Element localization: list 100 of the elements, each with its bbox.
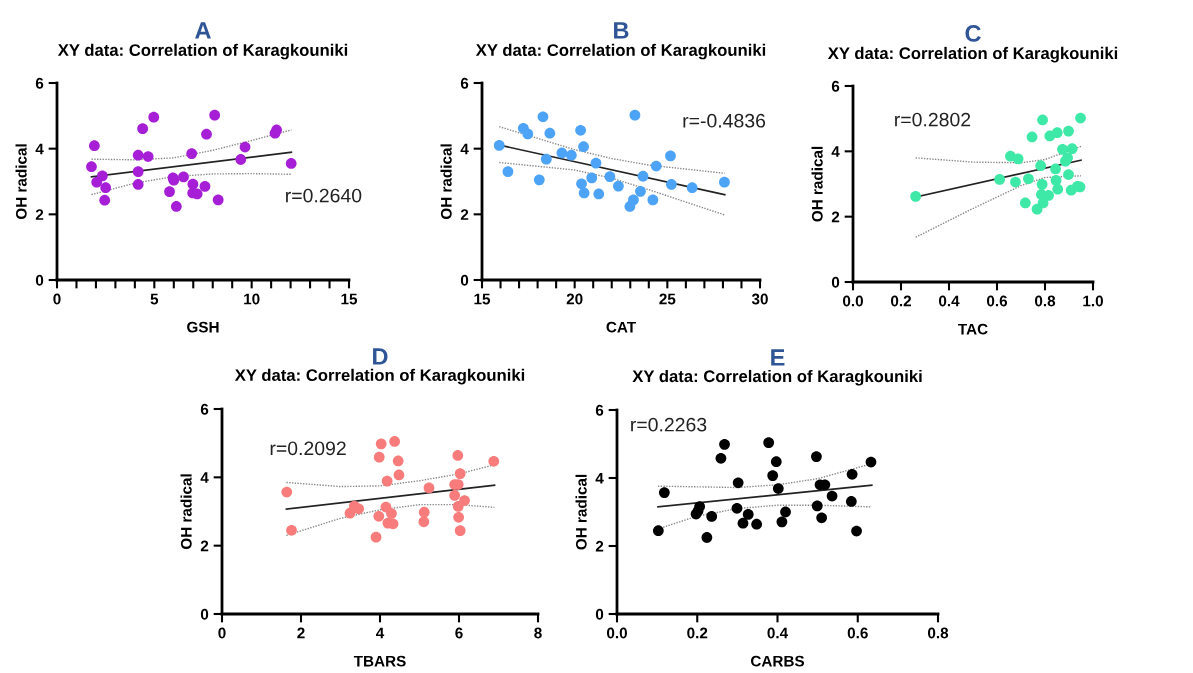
point — [732, 477, 744, 489]
chart-title: E — [771, 349, 785, 366]
point — [665, 150, 676, 162]
point — [199, 181, 211, 192]
point — [178, 171, 189, 183]
point — [647, 194, 659, 206]
point — [502, 166, 514, 178]
point — [449, 490, 461, 501]
point — [1023, 173, 1034, 185]
point — [132, 179, 144, 190]
x-tick-label: 0.6 — [986, 295, 1008, 307]
point — [629, 109, 641, 121]
point — [132, 166, 144, 178]
point — [1063, 169, 1074, 180]
y-tick-label: 0 — [831, 276, 840, 288]
point — [488, 455, 500, 467]
point — [666, 179, 677, 190]
point — [537, 111, 549, 123]
point — [1010, 176, 1021, 188]
x-tick-label: 0.4 — [938, 295, 960, 307]
y-axis-title: OH radical — [15, 144, 27, 220]
point — [373, 451, 385, 463]
x-tick-label: 0.2 — [687, 627, 708, 639]
point — [772, 483, 784, 494]
point — [845, 496, 857, 507]
x-tick-label: 15 — [474, 293, 491, 305]
y-tick-label: 2 — [35, 209, 44, 220]
annotation: r=-0.4836 — [683, 113, 766, 128]
point — [770, 456, 782, 468]
point — [281, 486, 293, 498]
point — [635, 185, 646, 197]
point — [235, 154, 247, 165]
point — [453, 511, 464, 523]
point — [370, 531, 382, 543]
point — [170, 201, 182, 212]
x-tick-label: 0.2 — [890, 295, 912, 307]
point — [576, 178, 587, 190]
point — [392, 455, 404, 467]
point — [742, 509, 754, 520]
x-tick-label: 0 — [53, 293, 61, 305]
y-tick-label: 4 — [35, 143, 44, 155]
point — [701, 532, 713, 543]
point — [164, 186, 175, 198]
point — [586, 172, 598, 184]
annotation: r=0.2640 — [286, 188, 362, 203]
point — [637, 170, 649, 182]
x-tick-label: 0.0 — [842, 295, 863, 307]
x-tick-label: 0 — [218, 627, 226, 639]
y-tick-label: 6 — [35, 77, 44, 89]
point — [373, 510, 385, 522]
point — [994, 174, 1006, 185]
y-tick-label: 4 — [460, 143, 469, 155]
point — [86, 161, 97, 173]
point — [96, 170, 108, 182]
y-tick-label: 0 — [200, 608, 209, 620]
y-tick-label: 6 — [831, 80, 840, 92]
x-tick-label: 8 — [534, 627, 542, 639]
point — [418, 506, 430, 518]
point — [454, 525, 466, 537]
point — [148, 111, 160, 123]
point — [1012, 153, 1024, 165]
y-axis-title: OH radical — [811, 146, 823, 222]
point — [910, 191, 922, 202]
point — [452, 450, 464, 461]
point — [201, 128, 212, 140]
y-tick-label: 0 — [595, 608, 604, 620]
point — [286, 524, 297, 536]
x-tick-label: 25 — [659, 293, 676, 305]
point — [719, 176, 730, 188]
point — [604, 171, 616, 182]
point — [851, 525, 862, 537]
point — [186, 148, 198, 159]
point — [386, 508, 397, 519]
annotation: r=0.2263 — [631, 417, 707, 432]
x-tick-label: 0.0 — [606, 627, 627, 639]
y-tick-label: 4 — [200, 472, 209, 483]
point — [1037, 197, 1049, 209]
point — [1063, 125, 1074, 137]
chart-title: B — [614, 22, 629, 39]
y-tick-label: 0 — [35, 274, 44, 286]
point — [1052, 183, 1064, 195]
chart-subtitle: XY data: Correlation of Karagkouniki — [475, 43, 766, 60]
point — [522, 128, 534, 140]
point — [89, 140, 100, 152]
point — [628, 194, 639, 206]
point — [811, 451, 822, 462]
chart-subtitle: XY data: Correlation of Karagkouniki — [234, 368, 525, 385]
point — [1019, 197, 1031, 209]
annotation: r=0.2802 — [895, 112, 971, 127]
point — [763, 437, 775, 449]
chart-title: A — [195, 22, 211, 39]
point — [375, 438, 387, 450]
point — [650, 160, 662, 172]
point — [816, 512, 828, 524]
x-axis-title: GSH — [187, 321, 219, 333]
point — [142, 151, 154, 162]
point — [590, 157, 602, 169]
point — [1057, 143, 1068, 155]
point — [100, 182, 112, 194]
x-tick-label: 2 — [297, 627, 305, 639]
